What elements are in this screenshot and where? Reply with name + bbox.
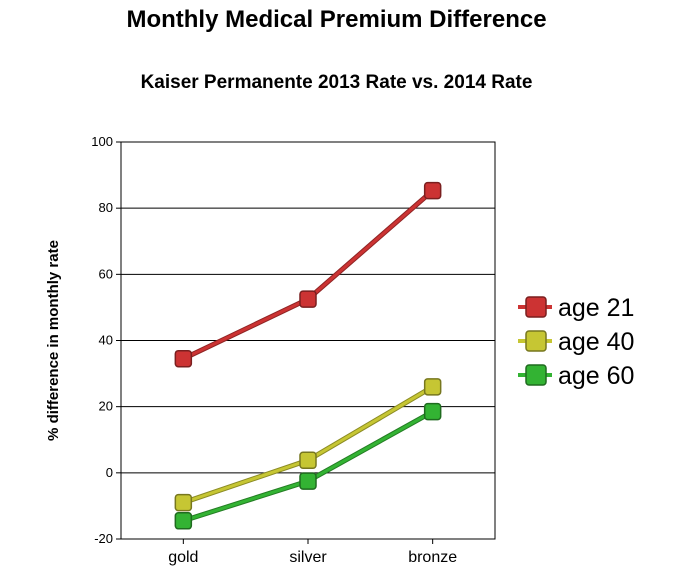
x-tick-label: bronze (408, 549, 457, 566)
legend-item: age 21 (518, 294, 634, 322)
data-point (174, 493, 193, 512)
data-point (174, 349, 193, 368)
data-point (299, 290, 317, 308)
legend-item: age 60 (518, 362, 634, 390)
legend: age 21 age 40 age 60 (518, 294, 634, 390)
y-tick-label: -20 (94, 531, 113, 546)
x-axis-ticks: gold silver bronze (168, 539, 457, 566)
data-point (423, 402, 442, 421)
y-tick-label: 20 (99, 399, 113, 414)
y-tick-label: 100 (91, 134, 113, 149)
x-tick-label: gold (168, 549, 198, 566)
legend-swatch (525, 296, 547, 318)
series-age-40 (174, 378, 442, 512)
series-age-60 (174, 402, 442, 530)
chart-title: Monthly Medical Premium Difference (126, 6, 547, 33)
chart-subtitle: Kaiser Permanente 2013 Rate vs. 2014 Rat… (140, 72, 533, 93)
series-age-21 (174, 181, 442, 368)
y-tick-label: 60 (99, 266, 113, 281)
data-point (174, 512, 193, 530)
legend-label: age 40 (558, 328, 634, 356)
y-tick-label: 80 (99, 200, 113, 215)
y-axis-ticks: -20 0 20 40 60 80 100 (91, 134, 121, 546)
y-axis-label: % difference in monthly rate (45, 240, 62, 441)
grid-layer (121, 207, 495, 474)
series-layer (174, 181, 442, 530)
legend-label: age 21 (558, 294, 634, 322)
data-point (423, 378, 442, 396)
x-tick-label: silver (289, 549, 327, 566)
data-point (299, 472, 317, 490)
y-tick-label: 40 (99, 333, 113, 348)
legend-item: age 40 (518, 328, 634, 356)
legend-swatch (525, 364, 547, 386)
legend-swatch (525, 330, 547, 352)
y-tick-label: 0 (106, 465, 113, 480)
data-point (423, 181, 442, 200)
data-point (299, 451, 317, 470)
legend-label: age 60 (558, 362, 634, 390)
